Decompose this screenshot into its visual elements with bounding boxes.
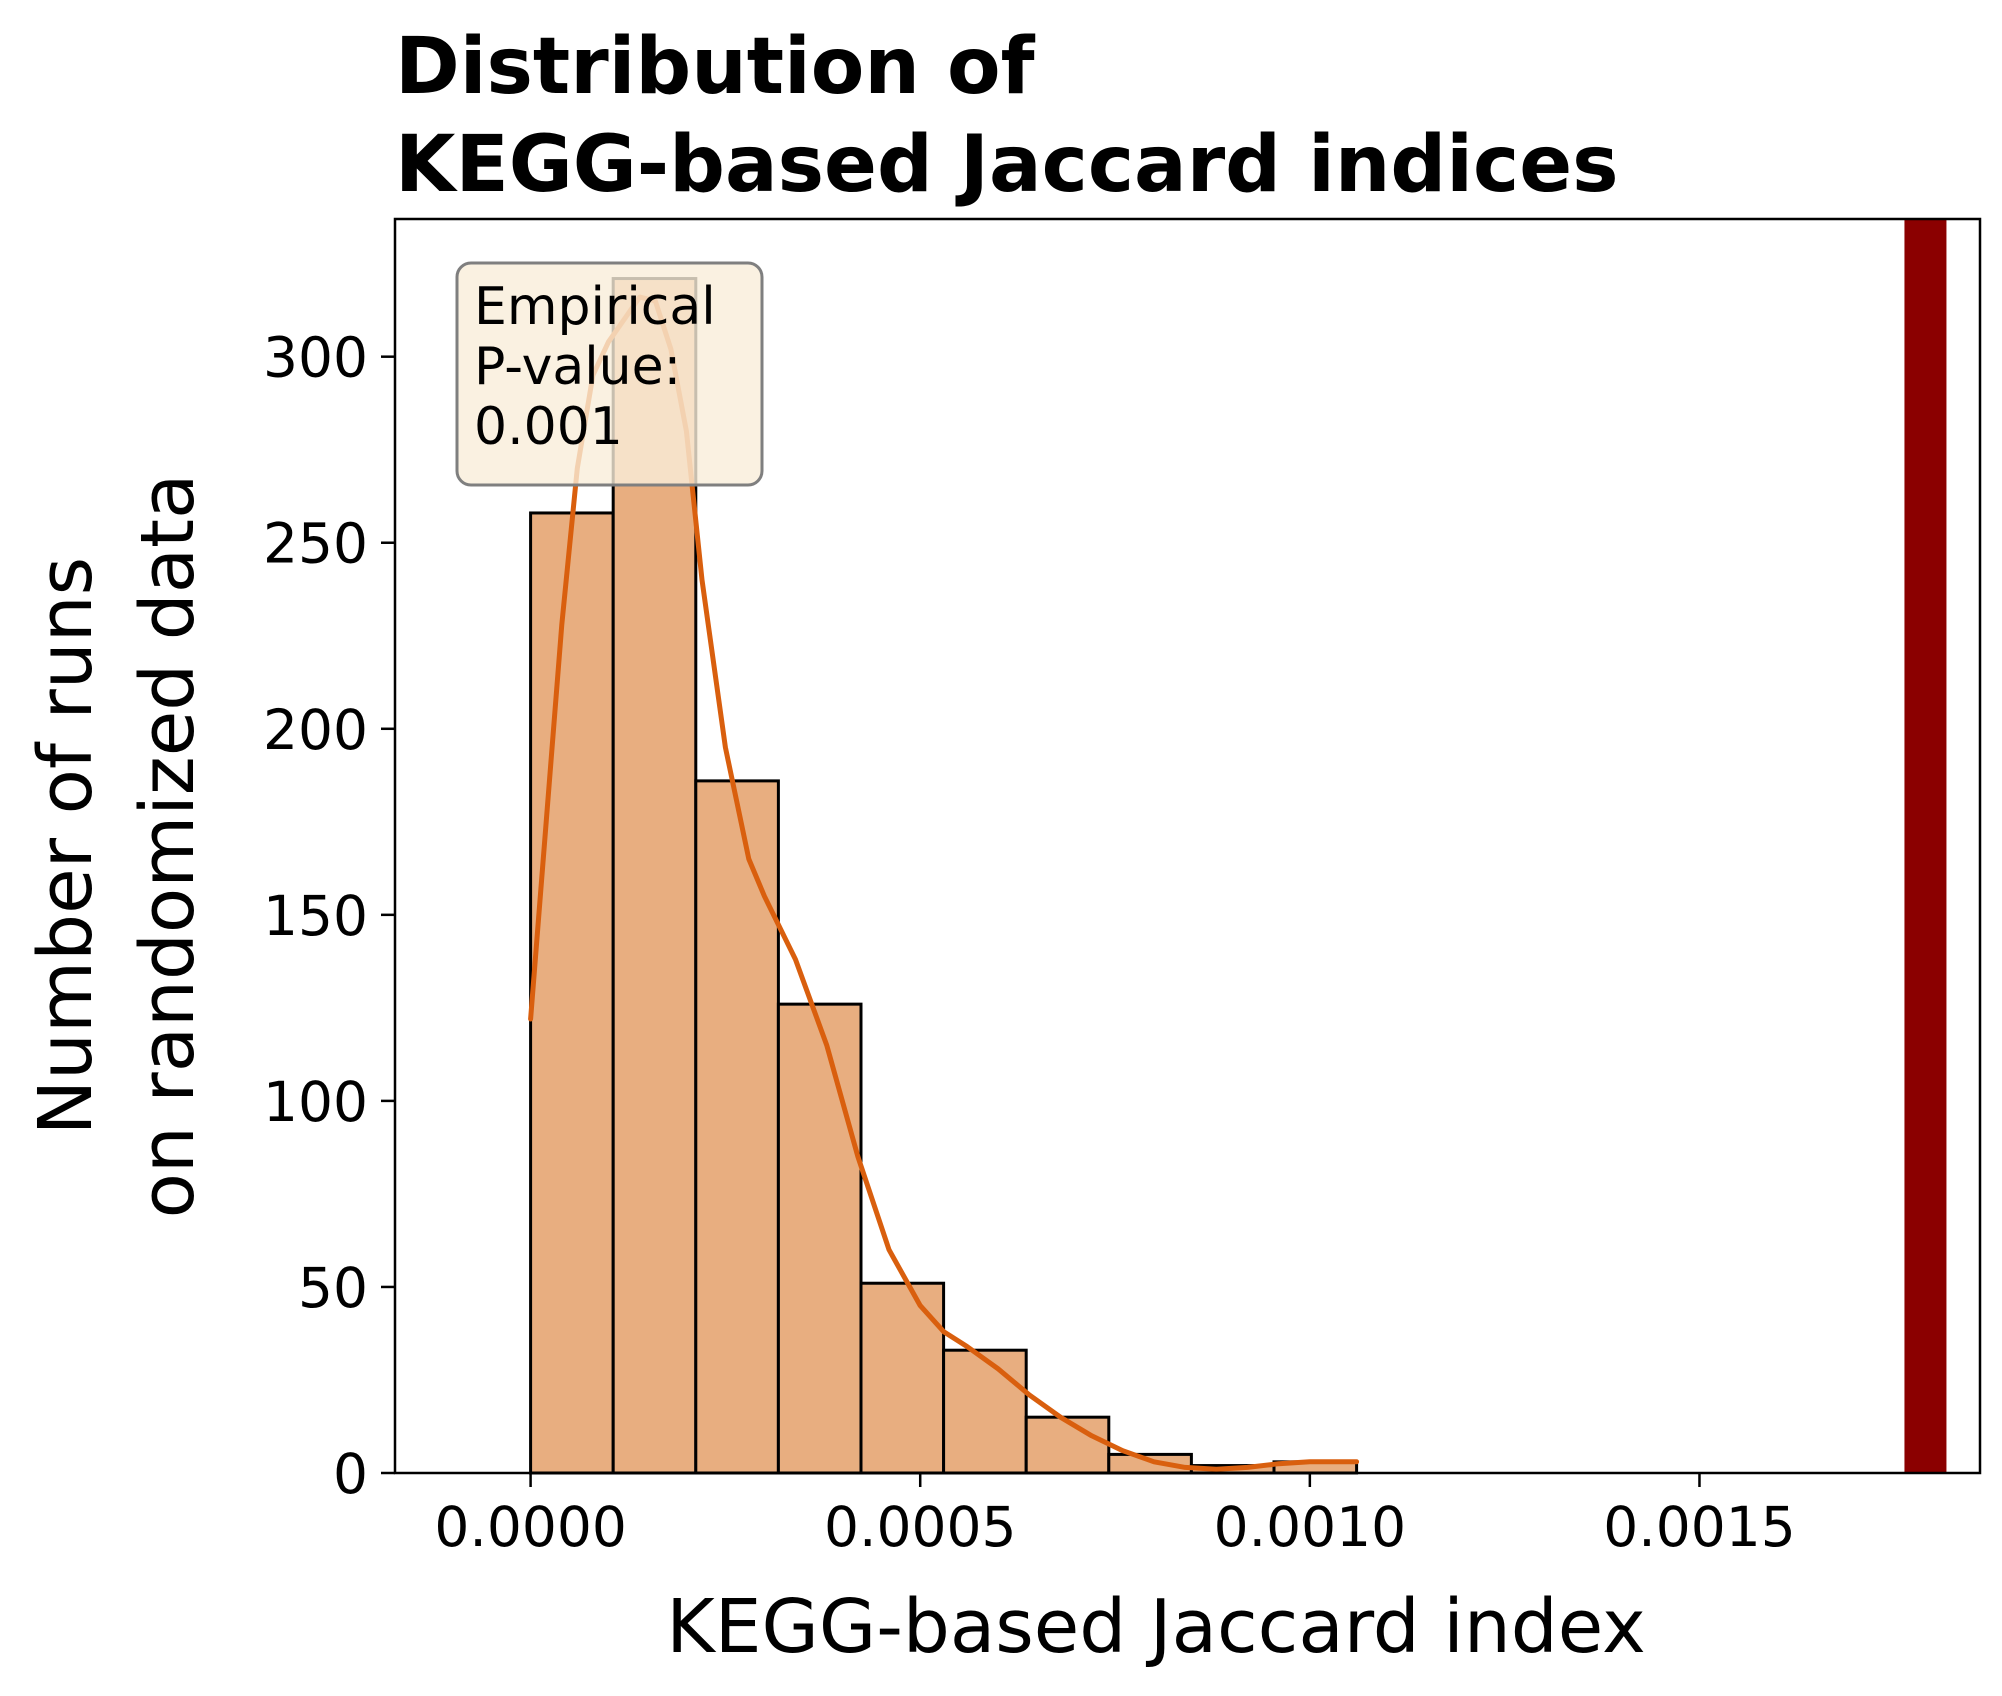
x-tick-label: 0.0005	[824, 1495, 1016, 1559]
histogram-bar-5	[859, 1281, 946, 1475]
plot-area-frame	[393, 217, 1982, 1475]
y-axis-label-line-2: on randomized data	[125, 474, 211, 1219]
annotation-line-1: Empirical	[474, 277, 716, 337]
histogram-bar-6	[942, 1348, 1028, 1475]
x-tick-label: 0.0015	[1603, 1495, 1795, 1559]
title-line-1: Distribution of	[395, 22, 1036, 112]
y-tick-label: 250	[263, 512, 368, 576]
histogram-bar-4	[776, 1002, 863, 1475]
annotation-box	[455, 261, 764, 487]
histogram-bar-8	[1107, 1452, 1193, 1475]
y-tick-label: 50	[298, 1256, 368, 1320]
x-tick-label: 0.0010	[1214, 1495, 1406, 1559]
annotation-line-3: 0.001	[474, 397, 623, 457]
y-tick-label: 300	[263, 326, 368, 390]
histogram-bar-1	[529, 511, 615, 1475]
annotation-line-2: P-value:	[474, 337, 681, 397]
y-axis-label-line-1: Number of runs	[23, 557, 109, 1135]
y-axis-label: Number of runs on randomized data	[23, 474, 211, 1219]
chart-title: Distribution of KEGG-based Jaccard indic…	[395, 22, 1619, 210]
title-line-2: KEGG-based Jaccard indices	[395, 120, 1619, 210]
p-value-annotation: Empirical P-value: 0.001	[455, 261, 764, 487]
histogram-bar-7	[1024, 1415, 1111, 1475]
y-tick-label: 150	[263, 884, 368, 948]
histogram-bar-3	[694, 779, 780, 1475]
y-tick-label: 100	[263, 1070, 368, 1134]
y-tick-label: 0	[333, 1442, 368, 1506]
y-axis-ticks: 0 50 100 150 200 250 300	[263, 326, 395, 1506]
y-tick-label: 200	[263, 698, 368, 762]
x-axis-label: KEGG-based Jaccard index	[666, 1584, 1646, 1670]
x-axis-ticks: 0.0000 0.0005 0.0010 0.0015	[434, 1473, 1796, 1559]
x-tick-label: 0.0000	[434, 1495, 626, 1559]
